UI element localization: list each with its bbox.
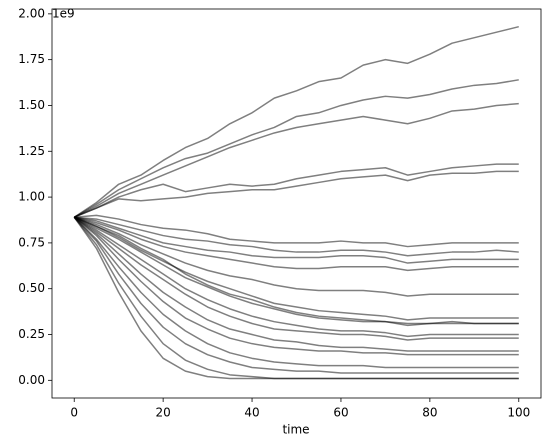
y-tick-label: 0.50 bbox=[18, 281, 45, 295]
series-line bbox=[74, 216, 519, 264]
x-axis-label: time bbox=[282, 423, 309, 437]
x-tick-label: 0 bbox=[70, 406, 78, 420]
x-tick-label: 60 bbox=[333, 406, 348, 420]
series-line bbox=[73, 102, 519, 218]
series-line bbox=[73, 216, 519, 341]
series-line bbox=[73, 216, 519, 369]
series-line bbox=[73, 216, 519, 297]
series-line bbox=[73, 25, 519, 218]
y-tick-label: 1.00 bbox=[18, 190, 45, 204]
offset-text: 1e9 bbox=[52, 7, 75, 21]
series-line bbox=[74, 216, 519, 272]
series-line bbox=[73, 170, 519, 218]
series-line bbox=[73, 216, 519, 352]
series-line bbox=[73, 216, 519, 327]
x-tick-label: 20 bbox=[155, 406, 170, 420]
y-tick-label: 1.25 bbox=[18, 144, 45, 158]
y-tick-label: 2.00 bbox=[18, 6, 45, 20]
series-line bbox=[73, 216, 519, 356]
y-tick-label: 1.50 bbox=[18, 98, 45, 112]
y-tick-label: 0.75 bbox=[18, 235, 45, 249]
y-tick-label: 0.25 bbox=[18, 327, 45, 341]
series-line bbox=[73, 79, 519, 218]
series-line bbox=[73, 216, 519, 325]
axes-frame bbox=[51, 8, 542, 399]
series-line bbox=[73, 216, 519, 338]
series-line bbox=[73, 163, 519, 218]
series-line bbox=[74, 216, 519, 257]
y-tick-label: 1.75 bbox=[18, 52, 45, 66]
x-tick-label: 80 bbox=[422, 406, 437, 420]
series-line bbox=[73, 216, 519, 321]
series-line bbox=[74, 214, 519, 248]
x-tick-label: 40 bbox=[244, 406, 259, 420]
x-tick-label: 100 bbox=[507, 406, 530, 420]
series-line bbox=[73, 216, 519, 380]
series-line bbox=[73, 216, 519, 374]
y-tick-label: 0.00 bbox=[18, 373, 45, 387]
